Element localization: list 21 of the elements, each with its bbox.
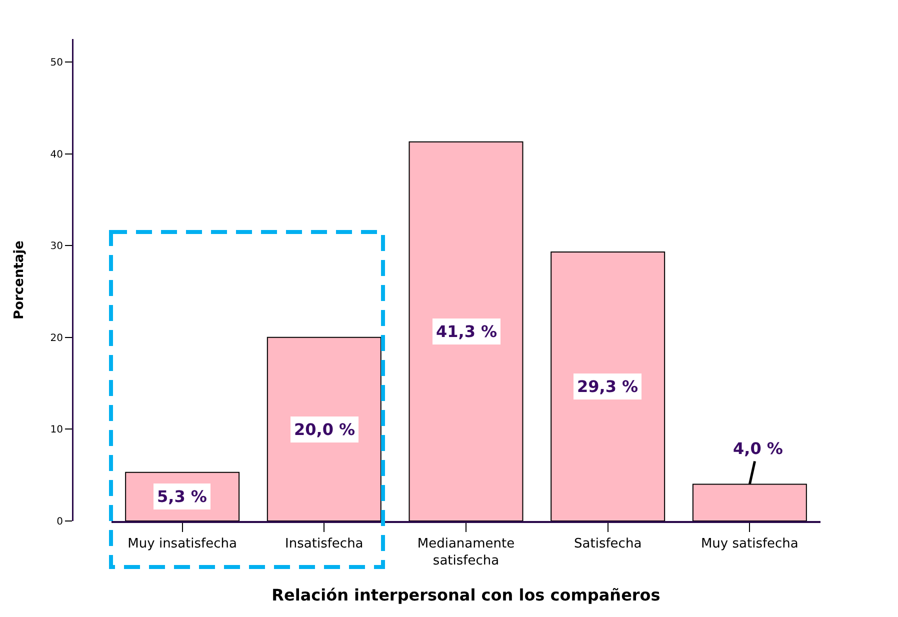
data-label: 20,0 %	[294, 420, 356, 439]
data-label: 29,3 %	[577, 377, 638, 396]
x-tick-label: Insatisfecha	[285, 536, 364, 552]
y-tick-label: 50	[50, 57, 63, 68]
x-axis-title: Relación interpersonal con los compañeros	[272, 586, 660, 605]
y-tick-label: 10	[50, 424, 63, 436]
y-tick-label: 20	[50, 332, 63, 344]
y-tick-label: 30	[50, 241, 63, 252]
y-tick-label: 40	[50, 149, 63, 160]
y-axis-title: Porcentaje	[12, 240, 27, 320]
y-tick-label: 0	[56, 516, 63, 528]
x-tick-label: Muy insatisfecha	[128, 536, 237, 552]
x-tick-label: Medianamente satisfecha	[417, 536, 515, 568]
data-label: 41,3 %	[436, 322, 498, 341]
data-label: 5,3 %	[157, 487, 207, 506]
x-tick-label: Muy satisfecha	[700, 536, 798, 552]
bar	[408, 141, 524, 521]
bar	[550, 252, 666, 521]
data-label: 4,0 %	[733, 439, 783, 458]
x-tick-label: Satisfecha	[574, 536, 642, 552]
bar	[266, 336, 382, 521]
